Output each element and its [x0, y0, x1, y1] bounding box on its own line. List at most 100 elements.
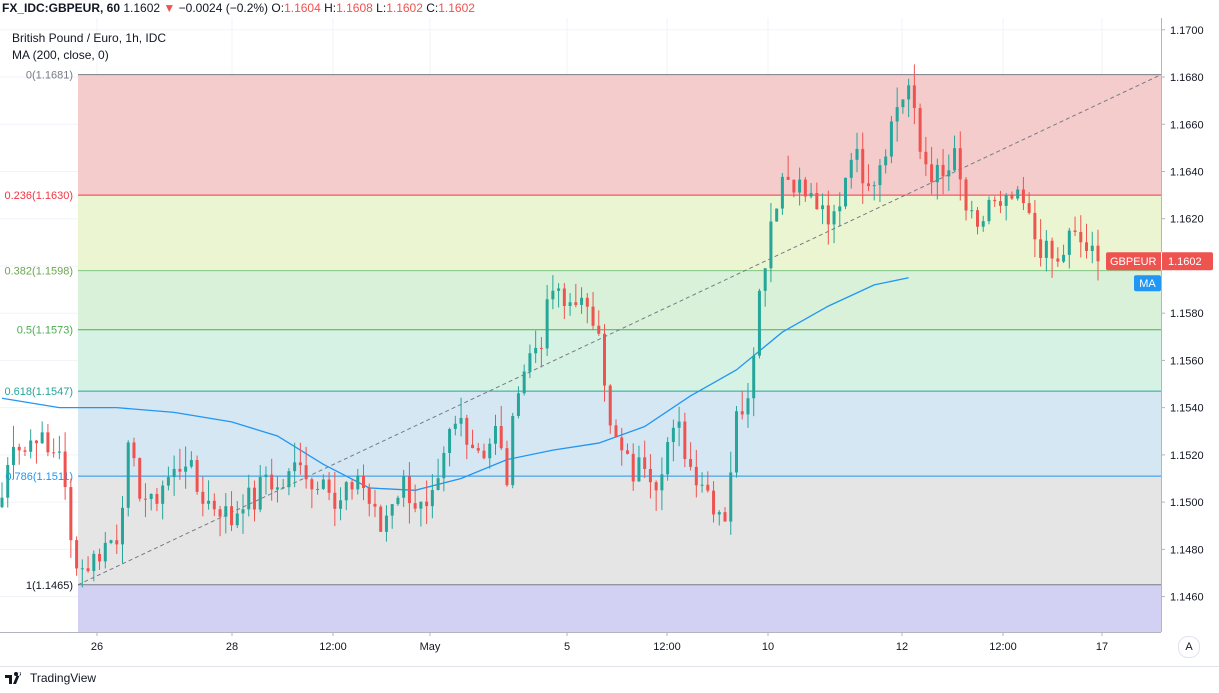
- candle-body: [493, 426, 497, 444]
- time-axis[interactable]: 26 28 12:00 May 5 12:00 10 12 12:00 17: [0, 632, 1161, 653]
- candle: [333, 472, 337, 527]
- candle: [34, 440, 38, 464]
- candle-body: [436, 478, 440, 491]
- candle-body: [832, 211, 836, 225]
- low-value: 1.1602: [386, 1, 423, 15]
- candle: [11, 425, 15, 479]
- candle: [872, 181, 876, 201]
- candle-body: [138, 458, 142, 499]
- candle: [844, 177, 848, 210]
- candle-body: [459, 417, 463, 424]
- candle: [264, 466, 268, 495]
- candle: [0, 482, 4, 509]
- auto-scale-button[interactable]: A: [1178, 636, 1200, 658]
- candle: [603, 324, 607, 402]
- candle: [614, 419, 618, 438]
- trend-line[interactable]: [77, 74, 1162, 586]
- candle: [92, 550, 96, 582]
- candle-body: [603, 333, 607, 386]
- last-price-tag-value: 1.1602: [1168, 256, 1202, 268]
- candle: [488, 438, 492, 469]
- candle-body: [1090, 245, 1094, 252]
- price-chart[interactable]: 0(1.1681) 0.236(1.1630) 0.382(1.1598) 0.5(1…: [0, 18, 1219, 662]
- candle: [557, 283, 561, 308]
- candle-body: [471, 444, 475, 449]
- candle: [103, 532, 107, 569]
- candle-body: [121, 507, 125, 545]
- candle: [493, 414, 497, 455]
- candle-body: [75, 540, 79, 569]
- candle-body: [482, 450, 486, 459]
- price-tick-label: 1.1660: [1170, 119, 1204, 131]
- candle: [769, 203, 773, 283]
- candle: [407, 462, 411, 524]
- candle-body: [780, 176, 784, 209]
- candle-body: [207, 500, 211, 504]
- candle: [694, 449, 698, 498]
- candle: [161, 480, 165, 520]
- candle-body: [648, 468, 652, 483]
- candle-body: [597, 325, 601, 334]
- candle-body: [947, 170, 951, 177]
- open-label: O:: [271, 1, 285, 15]
- candle-body: [912, 85, 916, 109]
- candle: [918, 103, 922, 160]
- candle-body: [430, 490, 434, 507]
- candle: [1050, 237, 1054, 278]
- candle-body: [1039, 239, 1043, 258]
- price-tick-label: 1.1500: [1170, 497, 1204, 509]
- candle-body: [637, 457, 641, 482]
- fib-zone: [78, 391, 1161, 477]
- price-axis[interactable]: 1.17001.16801.16601.16401.16201.16001.15…: [1161, 18, 1219, 632]
- fib-zone: [78, 476, 1161, 585]
- ma-tag-label: MA: [1139, 278, 1156, 290]
- candle: [947, 154, 951, 191]
- candle-body: [677, 421, 681, 428]
- candle-body: [528, 353, 532, 372]
- candle-body: [884, 156, 888, 166]
- fib-zone: [78, 270, 1161, 330]
- tradingview-logo[interactable]: TradingView: [4, 671, 96, 685]
- chart-title: British Pound / Euro, 1h, IDC: [12, 31, 167, 45]
- candle: [878, 158, 882, 203]
- candle: [1033, 200, 1037, 258]
- candle-body: [889, 121, 893, 157]
- candle: [780, 172, 784, 215]
- candle: [958, 131, 962, 201]
- candle-body: [1044, 240, 1048, 258]
- trend-line-segment[interactable]: [77, 74, 1162, 586]
- candle: [17, 443, 21, 465]
- candle-body: [258, 477, 262, 510]
- candlestick-series: [0, 64, 1100, 588]
- candle: [143, 483, 147, 518]
- candle: [293, 442, 297, 488]
- fib-zone: [78, 329, 1161, 392]
- candle: [465, 414, 469, 460]
- candle-body: [172, 468, 176, 478]
- candle: [912, 64, 916, 125]
- candle-body: [0, 497, 4, 508]
- candle: [752, 347, 756, 417]
- candle: [1090, 231, 1094, 264]
- candle: [281, 479, 285, 490]
- candle: [339, 487, 343, 521]
- candle: [442, 446, 446, 492]
- candle: [178, 448, 182, 480]
- footer-bar: TradingView: [0, 666, 1219, 693]
- candle: [1085, 223, 1089, 259]
- indicator-label[interactable]: MA (200, close, 0): [12, 48, 109, 62]
- candle-body: [975, 210, 979, 227]
- low-label: L:: [376, 1, 387, 15]
- candle-body: [293, 462, 297, 472]
- candle: [666, 437, 670, 481]
- high-label: H:: [324, 1, 337, 15]
- time-tick-label: 5: [564, 641, 570, 653]
- ma-tag-background: [1134, 275, 1161, 292]
- candle-body: [465, 417, 469, 445]
- candle: [522, 364, 526, 396]
- candle: [155, 487, 159, 512]
- candle-body: [712, 490, 716, 515]
- candle-body: [1085, 242, 1089, 252]
- candle: [924, 136, 928, 177]
- fibonacci-retracement[interactable]: 0(1.1681) 0.236(1.1630) 0.382(1.1598) 0.5(1…: [5, 70, 1162, 632]
